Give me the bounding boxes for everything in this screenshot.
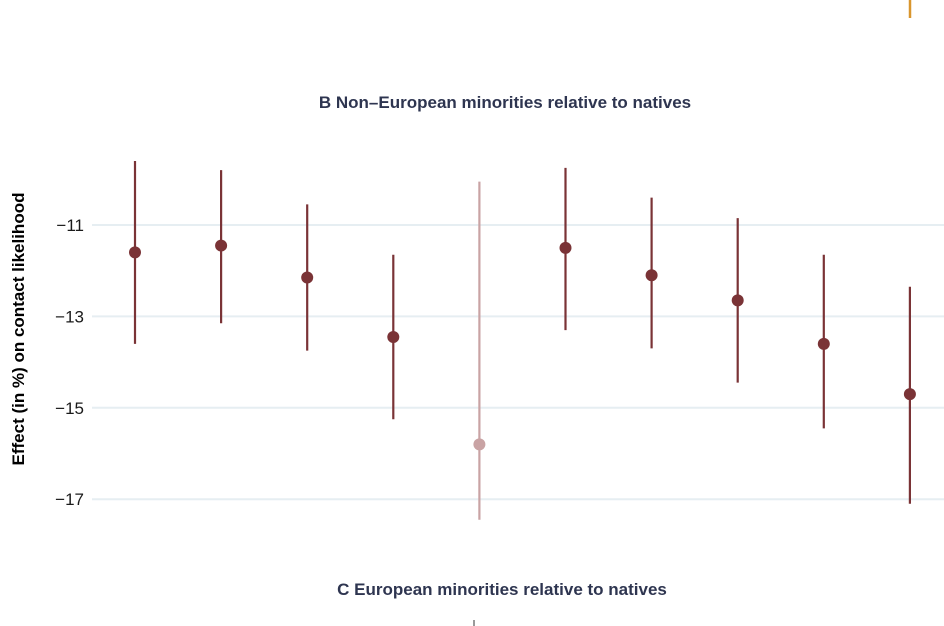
point-estimate bbox=[473, 438, 486, 451]
point-estimate bbox=[387, 330, 400, 343]
point-estimate bbox=[129, 246, 141, 259]
point-estimate bbox=[731, 294, 744, 307]
y-tick-label: −11 bbox=[56, 216, 84, 235]
panel-c-title: C European minorities relative to native… bbox=[337, 580, 667, 599]
grid-lines bbox=[92, 224, 944, 501]
y-tick-label: −15 bbox=[55, 399, 84, 418]
y-tick-label: −17 bbox=[55, 490, 84, 509]
point-estimate bbox=[301, 271, 314, 284]
y-tick-label: −13 bbox=[55, 307, 84, 326]
point-estimate bbox=[215, 239, 228, 252]
y-axis-label: Effect (in %) on contact likelihood bbox=[9, 193, 28, 466]
y-tick-labels: −11 −13 −15 −17 bbox=[55, 216, 84, 509]
point-estimate bbox=[559, 241, 572, 254]
point-estimate bbox=[645, 269, 658, 282]
panel-b-title: B Non–European minorities relative to na… bbox=[319, 93, 691, 112]
point-estimate bbox=[903, 388, 916, 401]
chart-marks bbox=[129, 161, 916, 520]
point-estimate bbox=[817, 337, 830, 350]
